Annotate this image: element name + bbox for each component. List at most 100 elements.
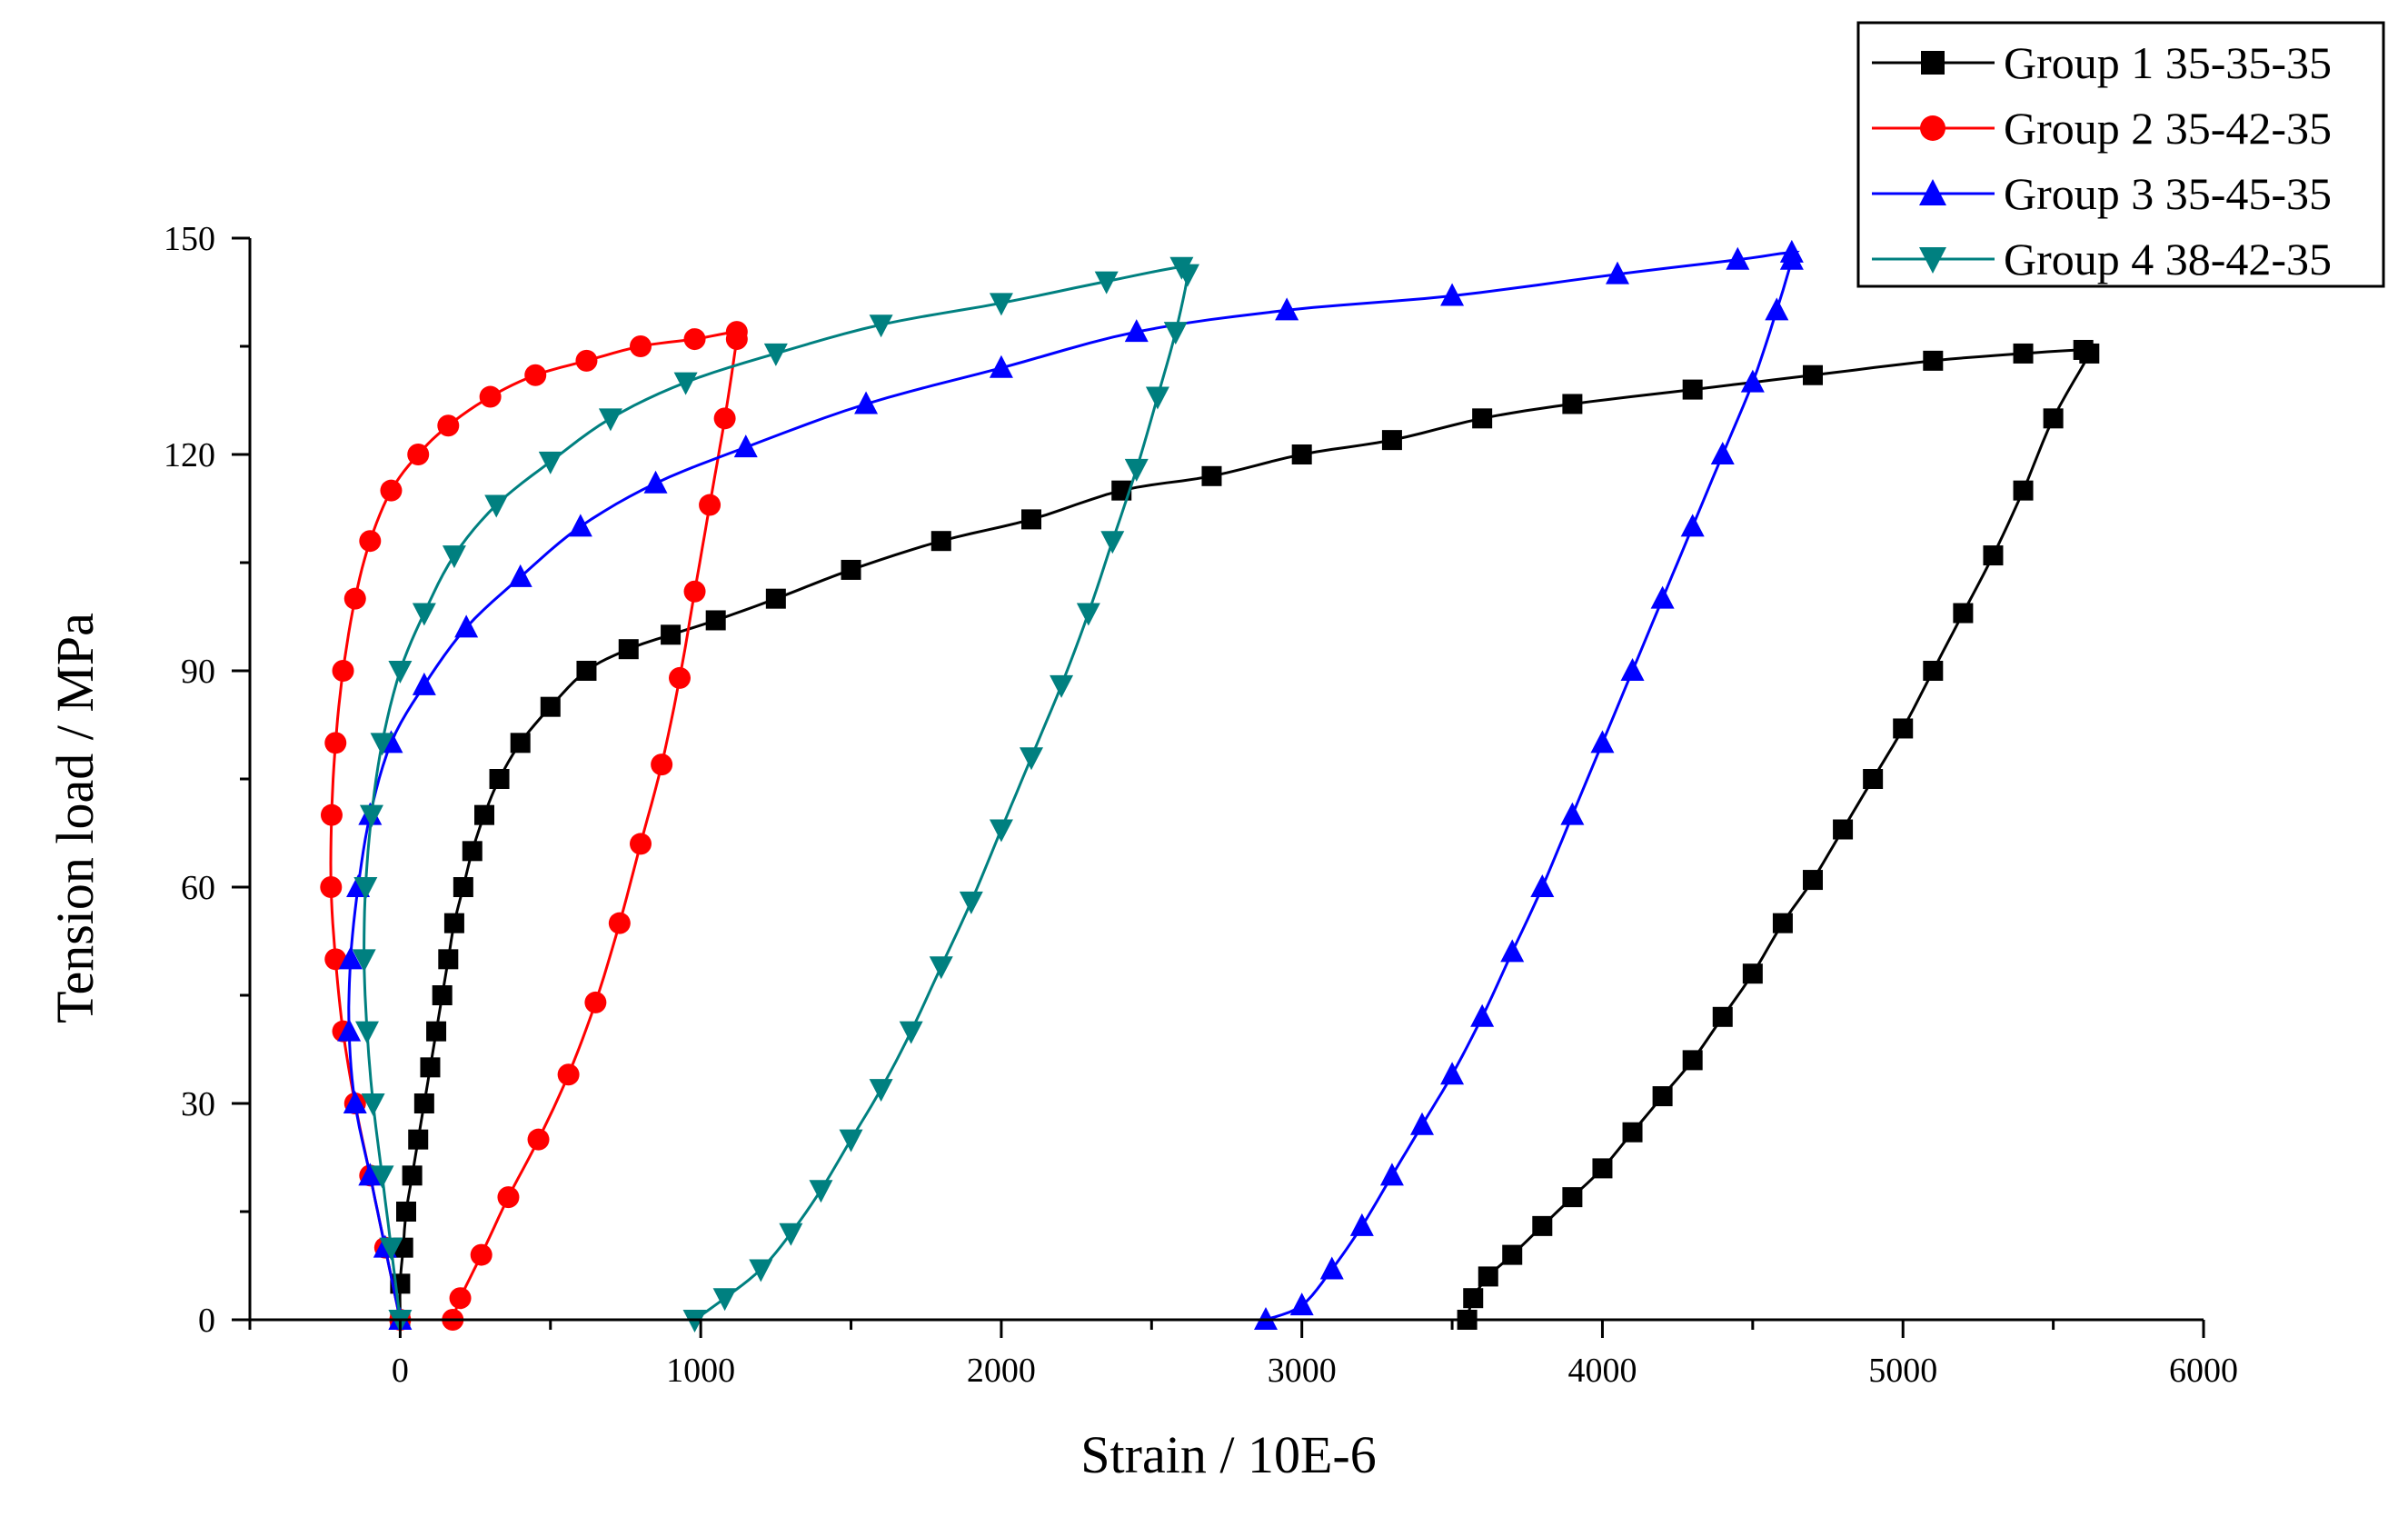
legend-item: Group 3 35-45-35 [1872,168,2332,219]
data-point [1145,386,1169,410]
data-point [1710,442,1735,464]
data-point [1953,603,1974,624]
x-tick-label: 4000 [1567,1352,1637,1390]
data-point [438,949,459,970]
data-point [1100,531,1125,554]
legend-marker [1919,247,1946,274]
data-point [453,877,473,897]
data-point [412,672,436,695]
data-point [413,1093,434,1113]
data-point [1765,297,1789,321]
data-point [343,587,366,610]
data-point [725,328,748,351]
axes-layer: 0 1000 2000 3000 4000 5000 6000 0 30 60 90 120 150 [164,220,2238,1390]
x-axis-title: Strain / 10E-6 [1080,1425,1376,1484]
data-point [1650,585,1675,609]
data-point [1680,514,1705,537]
data-point [320,803,343,826]
data-point [484,494,509,518]
data-point [1319,1256,1344,1280]
data-point [508,564,532,587]
data-point [1590,730,1615,754]
y-tick-label: 90 [181,653,215,691]
data-point [454,614,479,638]
data-point [669,666,691,689]
data-point [1379,1163,1404,1186]
data-point [1532,1215,1553,1236]
data-point [643,470,668,494]
data-point [1050,674,1074,698]
data-point [989,354,1013,378]
series-1 [390,339,2100,1330]
data-point [989,819,1013,843]
data-point [1803,870,1823,891]
data-point [1440,1062,1465,1085]
series-line [329,327,742,1321]
data-point [320,876,343,898]
data-point [538,451,562,474]
data-point [705,610,726,631]
y-axis-title: Tension load / MPa [45,613,104,1023]
legend-label: Group 3 35-45-35 [2004,168,2332,219]
data-point [1983,545,2004,566]
data-point [779,1223,803,1246]
data-point [1124,458,1149,482]
data-point [426,1021,447,1042]
series-4 [352,256,1199,1332]
data-point [388,661,413,684]
data-point [462,841,483,862]
data-point [1833,819,1854,840]
x-tick-label: 0 [392,1352,409,1390]
data-point [1592,1158,1613,1179]
data-point [809,1180,833,1203]
legend-marker [1921,51,1945,75]
data-point [598,408,622,432]
data-point [338,946,363,970]
data-point [1863,769,1884,789]
legend-label: Group 4 38-42-35 [2004,234,2332,284]
data-point [1094,271,1119,294]
data-point [449,1287,472,1310]
data-point [630,833,652,855]
data-point [337,1018,362,1042]
data-point [353,877,378,900]
data-point [437,414,460,437]
data-point [540,696,561,717]
data-point [1472,408,1493,429]
data-point [854,391,879,414]
data-point [899,1021,923,1044]
data-point [1562,394,1583,414]
series-line [363,264,1192,1322]
data-point [380,479,403,502]
data-point [324,732,347,754]
data-point [474,804,494,825]
data-point [1410,1112,1434,1135]
data-point [1500,939,1525,963]
data-point [869,1079,893,1103]
data-point [576,661,597,681]
data-point [352,949,376,973]
data-point [1560,802,1585,825]
data-point [683,580,706,603]
legend-marker [1919,179,1946,205]
data-point [524,364,547,386]
data-point [1291,444,1312,464]
data-point [1381,430,1402,451]
data-point [584,991,607,1013]
data-point [959,891,983,914]
data-point [332,660,354,682]
data-point [1772,913,1793,933]
y-tick-label: 30 [181,1085,215,1123]
data-point [869,314,893,338]
data-point [396,1202,416,1222]
data-point [1076,603,1100,626]
legend-marker [1920,115,1945,141]
data-point [618,639,639,660]
data-point [1440,283,1465,306]
data-point [1463,1288,1484,1309]
data-point [1682,1050,1703,1071]
data-point [359,530,382,553]
data-point [1779,246,1804,270]
data-point [370,733,394,756]
data-point [510,733,531,754]
